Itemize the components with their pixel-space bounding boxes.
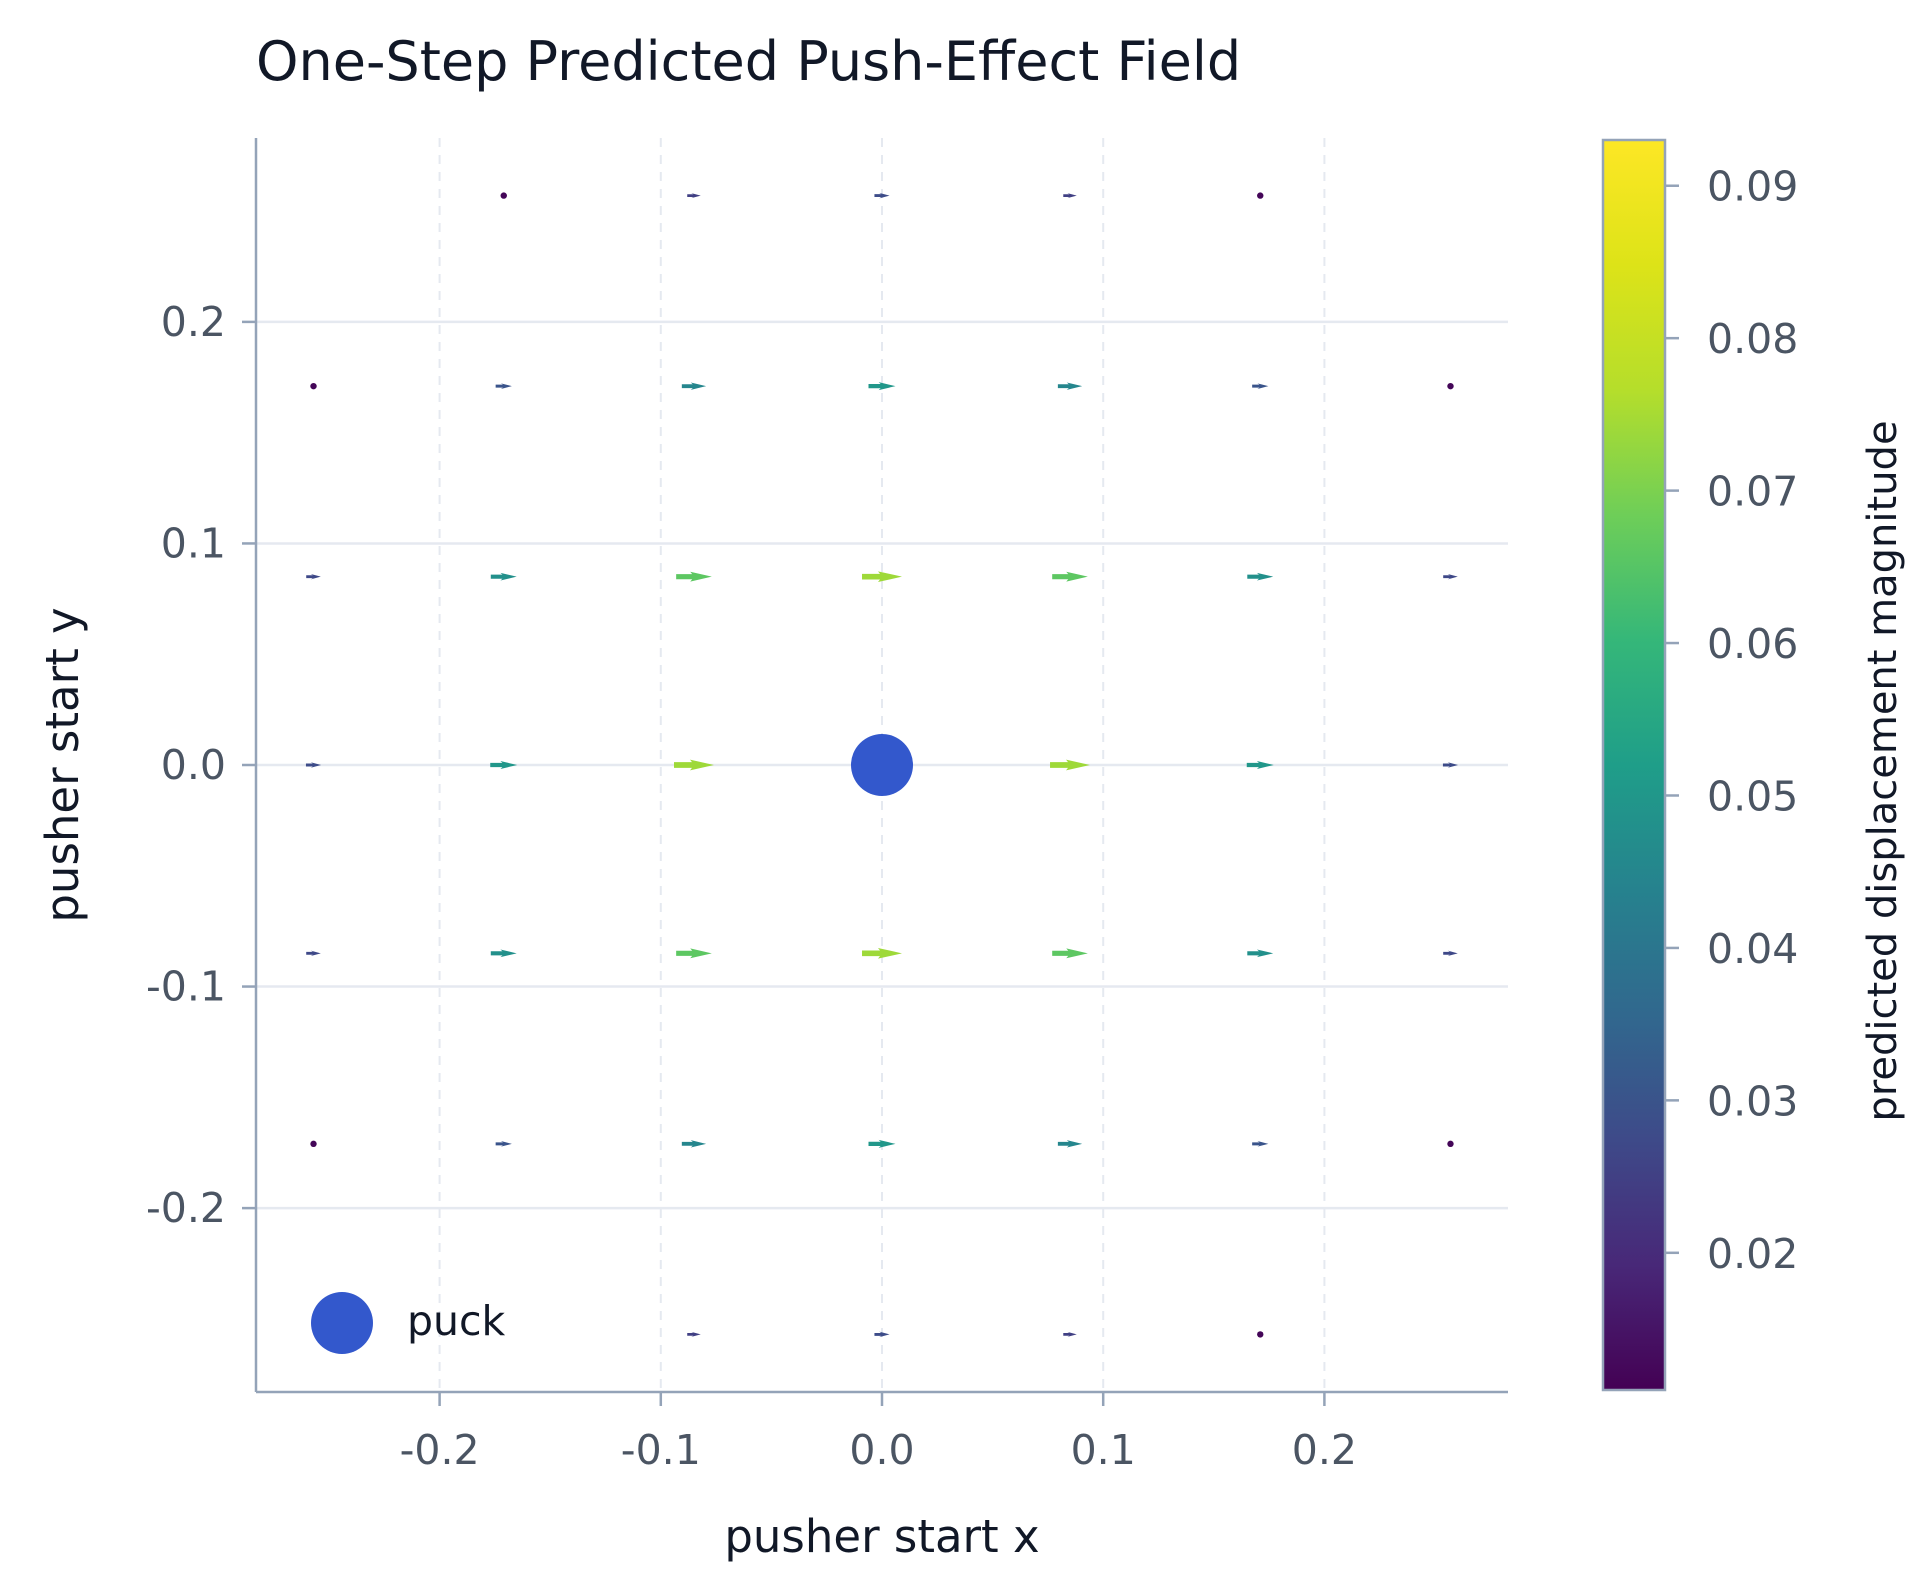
colorbar-ticks: 0.09 0.08 0.07 0.06 0.05 0.04 0.03 0.02	[1665, 163, 1798, 1278]
arrow	[1247, 572, 1274, 581]
chart-title: One-Step Predicted Push-Effect Field	[256, 30, 1241, 93]
arrow-dot	[1257, 192, 1264, 199]
arrow	[490, 761, 518, 769]
colorbar-tick-label: 0.06	[1707, 620, 1798, 668]
y-tick-label: 0.1	[161, 519, 226, 567]
colorbar-tick-label: 0.08	[1707, 315, 1798, 363]
x-tick-label: 0.1	[1071, 1426, 1136, 1474]
arrow-dot	[310, 382, 317, 390]
arrow	[673, 759, 714, 771]
colorbar: 0.09 0.08 0.07 0.06 0.05 0.04 0.03 0.02 predict…	[1601, 138, 1906, 1392]
colorbar-tick-label: 0.05	[1707, 772, 1798, 820]
arrow	[306, 950, 321, 956]
x-axis-label: pusher start x	[724, 1510, 1039, 1563]
colorbar-label: predicted displacement magnitude	[1860, 420, 1906, 1121]
arrow	[1252, 383, 1269, 389]
arrow-field	[305, 192, 1459, 1338]
arrow	[1252, 1141, 1269, 1147]
legend: puck	[311, 1292, 506, 1354]
arrow	[868, 382, 896, 391]
arrow	[1057, 382, 1083, 390]
puck-circle	[851, 734, 913, 796]
arrow	[1442, 762, 1459, 768]
arrow-dot	[1447, 1140, 1454, 1148]
arrow	[490, 949, 517, 958]
arrow	[1063, 193, 1077, 199]
colorbar-tick-label: 0.07	[1707, 468, 1798, 516]
arrow	[1057, 1140, 1083, 1148]
colorbar-gradient	[1601, 138, 1667, 1392]
y-tick-label: 0.2	[161, 298, 226, 346]
arrow	[874, 1331, 890, 1338]
arrow	[1050, 759, 1091, 771]
x-tick-label: 0.0	[849, 1426, 914, 1474]
arrow	[681, 382, 707, 390]
colorbar-tick-label: 0.09	[1707, 163, 1798, 211]
arrow	[868, 1139, 896, 1148]
x-tick-label: -0.2	[400, 1426, 480, 1474]
arrow	[306, 574, 321, 580]
arrow	[862, 947, 902, 959]
colorbar-tick-label: 0.02	[1707, 1230, 1798, 1278]
arrow	[305, 762, 322, 768]
colorbar-tick-label: 0.03	[1707, 1077, 1798, 1125]
arrow	[495, 383, 512, 389]
arrow	[495, 1141, 512, 1147]
arrow	[1443, 950, 1458, 956]
legend-label: puck	[407, 1297, 506, 1345]
arrow-dot	[500, 192, 507, 199]
arrow	[687, 193, 701, 199]
puck-marker	[851, 734, 913, 796]
y-axis-label: pusher start y	[36, 607, 89, 922]
arrow-dot	[310, 1140, 317, 1148]
y-tick-label: -0.1	[146, 963, 226, 1011]
arrow	[490, 572, 517, 581]
grid-lines	[256, 138, 1508, 1392]
arrow	[1052, 948, 1088, 959]
arrow	[1246, 761, 1274, 769]
arrow	[676, 948, 712, 959]
arrow	[681, 1140, 707, 1148]
arrow	[1052, 571, 1088, 582]
arrow	[1247, 949, 1274, 958]
colorbar-tick-label: 0.04	[1707, 925, 1798, 973]
arrow	[874, 192, 890, 199]
x-ticks: -0.2 -0.1 0.0 0.1 0.2	[400, 1392, 1357, 1474]
arrow	[687, 1331, 701, 1337]
x-tick-label: 0.2	[1292, 1426, 1357, 1474]
y-ticks: 0.2 0.1 0.0 -0.1 -0.2	[146, 298, 256, 1232]
y-tick-label: -0.2	[146, 1184, 226, 1232]
arrow-dot	[1257, 1331, 1264, 1338]
arrow	[676, 571, 712, 582]
arrow	[1063, 1331, 1077, 1337]
legend-puck-icon	[311, 1292, 373, 1354]
arrow	[1443, 574, 1458, 580]
arrow-dot	[1447, 382, 1454, 390]
y-tick-label: 0.0	[161, 741, 226, 789]
x-tick-label: -0.1	[621, 1426, 701, 1474]
arrow	[862, 571, 902, 583]
